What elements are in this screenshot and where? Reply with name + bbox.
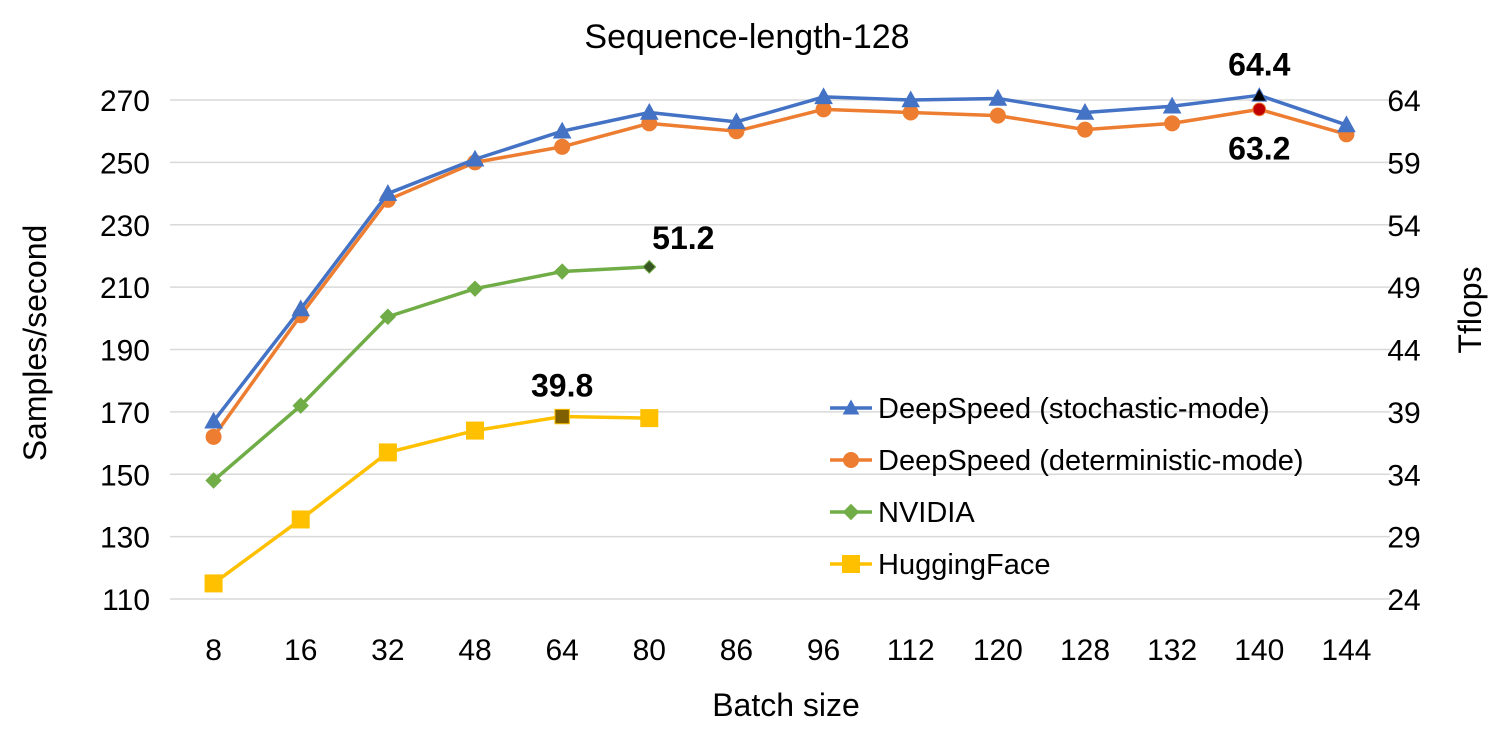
annotation-label: 63.2 xyxy=(1228,130,1290,166)
square-marker xyxy=(291,510,310,529)
legend-label: NVIDIA xyxy=(878,497,975,529)
legend: DeepSpeed (stochastic-mode) DeepSpeed (de… xyxy=(830,393,1304,581)
legend-label: DeepSpeed (stochastic-mode) xyxy=(878,393,1270,425)
triangle-marker xyxy=(639,102,659,120)
square-marker xyxy=(378,443,397,462)
circle-marker xyxy=(989,107,1006,124)
y-axis-label: Samples/second xyxy=(17,225,53,462)
diamond-marker xyxy=(466,280,484,297)
annotation-label: 51.2 xyxy=(652,220,714,256)
y2-tick-label: 59 xyxy=(1387,147,1420,180)
triangle-marker xyxy=(552,121,572,139)
diamond-marker xyxy=(553,263,571,280)
x-tick-label: 16 xyxy=(284,634,317,667)
y2-tick-label: 64 xyxy=(1387,85,1420,118)
x-tick-label: 64 xyxy=(545,634,578,667)
series-line xyxy=(212,414,650,585)
square-marker xyxy=(466,421,484,440)
series-line xyxy=(212,93,1347,423)
x-tick-label: 140 xyxy=(1234,634,1284,667)
circle-marker xyxy=(1252,102,1267,117)
y2-tick-label: 34 xyxy=(1387,459,1420,492)
x-tick-label: 32 xyxy=(371,634,404,667)
circle-marker xyxy=(1164,115,1181,132)
square-marker xyxy=(640,409,659,428)
diamond-marker xyxy=(379,308,397,325)
circle-marker xyxy=(205,428,222,445)
y2-tick-label: 29 xyxy=(1387,522,1420,555)
chart-title: Sequence-length-128 xyxy=(584,18,909,56)
annotation-label: 64.4 xyxy=(1228,46,1290,82)
y2-tick-label: 44 xyxy=(1387,335,1420,368)
circle-marker xyxy=(843,452,859,468)
series-layer xyxy=(204,87,1356,593)
diamond-marker xyxy=(292,397,309,414)
y-tick-label: 130 xyxy=(100,522,150,555)
legend-label: HuggingFace xyxy=(878,549,1051,581)
x-tick-label: 128 xyxy=(1060,634,1110,667)
series-line xyxy=(212,265,650,482)
series-huggingface xyxy=(204,408,659,593)
circle-marker xyxy=(1077,121,1093,138)
y-tick-label: 170 xyxy=(100,397,150,430)
triangle-marker xyxy=(1162,96,1182,114)
diamond-marker xyxy=(642,259,657,274)
y2-axis-ticks: 24 29 34 39 44 49 54 59 64 xyxy=(1387,85,1420,617)
x-tick-label: 120 xyxy=(973,634,1023,667)
y-tick-label: 250 xyxy=(100,147,150,180)
legend-label: DeepSpeed (deterministic-mode) xyxy=(878,445,1304,477)
diamond-marker xyxy=(842,503,860,521)
x-axis-label: Batch size xyxy=(712,687,860,723)
diamond-marker xyxy=(205,472,222,489)
triangle-marker xyxy=(842,399,860,415)
legend-item: DeepSpeed (deterministic-mode) xyxy=(830,445,1304,477)
triangle-marker xyxy=(378,184,398,201)
triangle-marker xyxy=(814,87,833,105)
square-marker xyxy=(842,555,860,573)
y-tick-label: 110 xyxy=(102,584,150,617)
annotation-layer: 64.4 63.2 51.2 39.8 xyxy=(531,46,1291,403)
circle-marker xyxy=(554,138,571,155)
x-tick-label: 96 xyxy=(807,634,840,667)
legend-item: NVIDIA xyxy=(830,497,975,529)
y2-tick-label: 24 xyxy=(1387,584,1420,617)
triangle-marker xyxy=(465,149,485,167)
series-nvidia xyxy=(205,259,657,489)
y-tick-label: 190 xyxy=(100,335,150,368)
y2-axis-label: Tflops xyxy=(1452,266,1488,353)
x-tick-label: 112 xyxy=(887,634,935,667)
y-tick-label: 270 xyxy=(100,85,150,118)
triangle-marker xyxy=(291,299,311,317)
x-tick-label: 132 xyxy=(1147,634,1197,667)
triangle-marker xyxy=(901,90,921,108)
legend-item: HuggingFace xyxy=(830,549,1051,581)
y2-tick-label: 49 xyxy=(1387,272,1420,305)
y-tick-label: 150 xyxy=(100,459,150,492)
gridlines xyxy=(170,99,1390,600)
triangle-marker xyxy=(1075,102,1095,120)
x-tick-label: 8 xyxy=(205,634,222,667)
triangle-marker xyxy=(204,411,223,429)
y-axis-ticks: 110 130 150 170 190 210 230 250 270 xyxy=(100,85,150,617)
y2-tick-label: 54 xyxy=(1387,210,1420,243)
series-line xyxy=(212,107,1347,438)
y-tick-label: 210 xyxy=(100,272,150,305)
y2-tick-label: 39 xyxy=(1387,397,1420,430)
triangle-marker xyxy=(727,112,746,130)
x-tick-label: 144 xyxy=(1321,634,1371,667)
triangle-marker xyxy=(988,88,1008,106)
square-marker xyxy=(554,408,570,425)
square-marker xyxy=(204,574,223,593)
annotation-label: 39.8 xyxy=(531,368,593,404)
x-axis-ticks: 8 16 32 48 64 80 86 96 112 120 128 132 140 144 xyxy=(205,634,1371,667)
x-tick-label: 80 xyxy=(633,634,666,667)
y-tick-label: 230 xyxy=(100,210,150,243)
x-tick-label: 86 xyxy=(720,634,753,667)
triangle-marker xyxy=(1251,87,1268,102)
triangle-marker xyxy=(1337,115,1356,133)
x-tick-label: 48 xyxy=(458,634,491,667)
legend-item: DeepSpeed (stochastic-mode) xyxy=(830,393,1270,425)
series-deepspeed-stochastic-mode xyxy=(204,87,1356,429)
